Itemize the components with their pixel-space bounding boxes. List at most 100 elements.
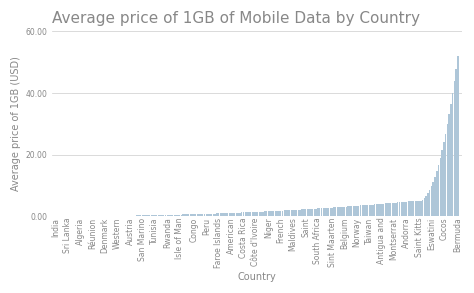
Bar bbox=[381, 204, 383, 216]
Bar bbox=[436, 171, 438, 216]
Bar bbox=[225, 213, 227, 216]
Bar bbox=[228, 213, 230, 216]
Bar bbox=[329, 208, 331, 216]
Bar bbox=[344, 207, 345, 216]
Bar bbox=[188, 214, 189, 216]
Bar bbox=[175, 215, 177, 216]
Bar bbox=[395, 202, 397, 216]
Bar bbox=[230, 213, 232, 216]
Bar bbox=[434, 177, 436, 216]
Bar bbox=[173, 215, 175, 216]
Bar bbox=[312, 209, 313, 216]
Bar bbox=[377, 204, 379, 216]
Bar bbox=[376, 204, 377, 216]
Bar bbox=[415, 201, 416, 216]
Bar bbox=[369, 205, 370, 216]
Bar bbox=[342, 207, 344, 216]
Bar bbox=[246, 212, 248, 216]
Bar bbox=[322, 208, 324, 216]
Bar bbox=[431, 186, 432, 216]
Bar bbox=[197, 214, 198, 216]
Bar bbox=[280, 211, 282, 216]
Bar bbox=[362, 205, 363, 216]
Bar bbox=[267, 211, 269, 216]
Bar bbox=[259, 212, 260, 216]
X-axis label: Country: Country bbox=[237, 272, 276, 282]
Bar bbox=[254, 212, 255, 216]
Bar bbox=[177, 215, 179, 216]
Bar bbox=[151, 215, 152, 216]
Bar bbox=[310, 209, 311, 216]
Bar bbox=[319, 208, 320, 216]
Bar bbox=[338, 207, 340, 216]
Bar bbox=[365, 205, 366, 216]
Bar bbox=[418, 201, 420, 216]
Bar bbox=[363, 205, 365, 216]
Bar bbox=[262, 212, 264, 216]
Bar bbox=[140, 215, 141, 216]
Bar bbox=[170, 215, 172, 216]
Bar bbox=[276, 211, 278, 216]
Bar bbox=[450, 104, 452, 216]
Bar bbox=[161, 215, 163, 216]
Bar bbox=[374, 204, 375, 216]
Bar bbox=[264, 212, 265, 216]
Bar bbox=[166, 215, 168, 216]
Bar bbox=[282, 211, 283, 216]
Bar bbox=[202, 214, 203, 216]
Bar bbox=[324, 208, 326, 216]
Bar bbox=[154, 215, 155, 216]
Bar bbox=[186, 214, 188, 216]
Bar bbox=[447, 124, 448, 216]
Bar bbox=[182, 214, 184, 216]
Bar bbox=[156, 215, 157, 216]
Bar bbox=[356, 206, 358, 216]
Bar bbox=[404, 202, 406, 216]
Bar bbox=[346, 207, 347, 216]
Bar bbox=[303, 209, 304, 216]
Bar bbox=[298, 210, 299, 216]
Bar bbox=[223, 213, 225, 216]
Bar bbox=[158, 215, 159, 216]
Bar bbox=[454, 81, 455, 216]
Bar bbox=[236, 213, 237, 216]
Bar bbox=[219, 213, 221, 216]
Bar bbox=[383, 204, 384, 216]
Bar bbox=[206, 214, 207, 216]
Bar bbox=[184, 214, 186, 216]
Bar bbox=[340, 207, 342, 216]
Bar bbox=[216, 213, 218, 216]
Bar bbox=[360, 205, 361, 216]
Bar bbox=[289, 210, 291, 216]
Bar bbox=[266, 211, 267, 216]
Bar bbox=[257, 212, 258, 216]
Bar bbox=[420, 200, 421, 216]
Bar bbox=[402, 202, 404, 216]
Bar bbox=[326, 208, 328, 216]
Bar bbox=[379, 204, 381, 216]
Bar bbox=[413, 201, 414, 216]
Bar bbox=[142, 215, 143, 216]
Bar bbox=[204, 214, 205, 216]
Bar bbox=[292, 210, 294, 216]
Bar bbox=[181, 214, 182, 216]
Bar bbox=[241, 212, 243, 216]
Bar bbox=[314, 209, 315, 216]
Bar bbox=[149, 215, 150, 216]
Bar bbox=[214, 214, 216, 216]
Bar bbox=[190, 214, 191, 216]
Bar bbox=[243, 212, 244, 216]
Bar bbox=[237, 213, 239, 216]
Bar bbox=[452, 93, 454, 216]
Bar bbox=[163, 215, 164, 216]
Bar bbox=[283, 210, 285, 216]
Bar bbox=[347, 206, 349, 216]
Bar bbox=[399, 202, 400, 216]
Bar bbox=[250, 212, 251, 216]
Bar bbox=[172, 215, 173, 216]
Bar bbox=[349, 206, 351, 216]
Bar bbox=[370, 205, 372, 216]
Bar bbox=[443, 142, 445, 216]
Bar bbox=[427, 193, 428, 216]
Bar bbox=[296, 210, 298, 216]
